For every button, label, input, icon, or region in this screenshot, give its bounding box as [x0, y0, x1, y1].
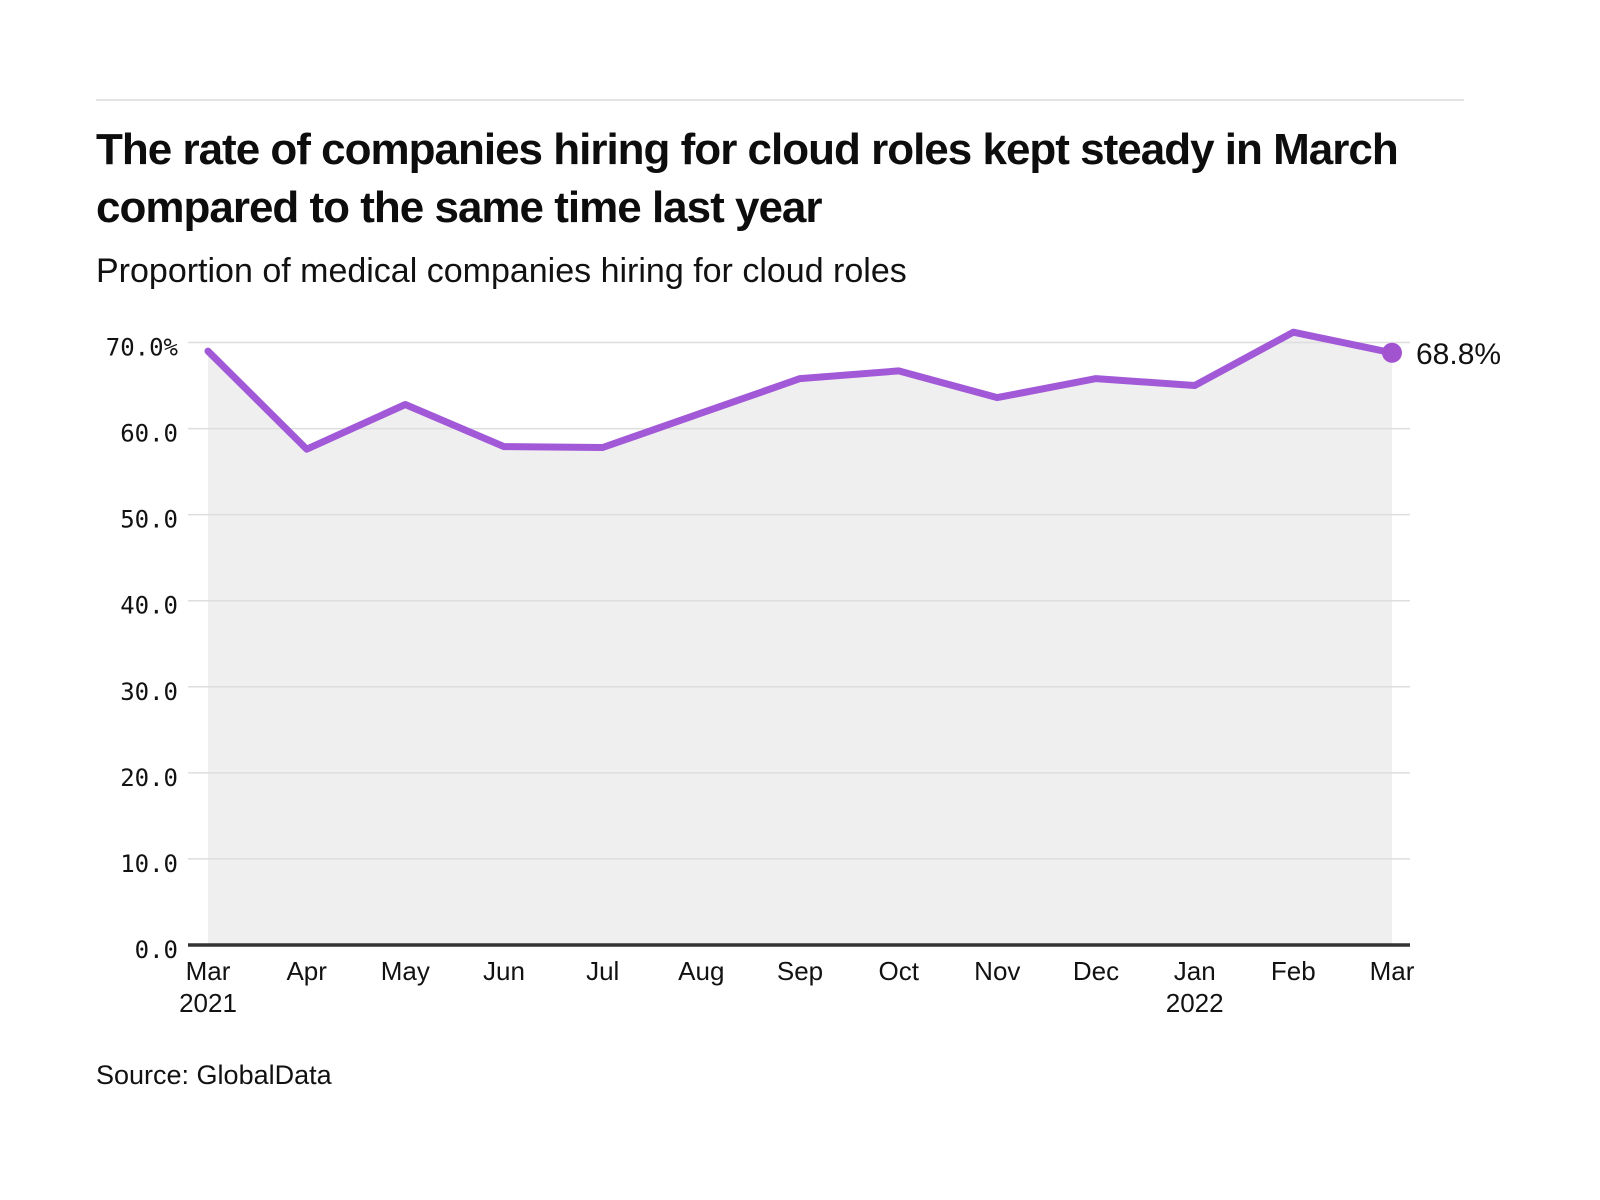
y-tick-label: 40.0 [120, 592, 178, 620]
data-line [204, 328, 1396, 453]
x-tick-year-label: 2022 [1166, 988, 1224, 1018]
area-fill [208, 332, 1392, 945]
chart-subtitle: Proportion of medical companies hiring f… [96, 252, 907, 290]
x-tick-label: Apr [286, 956, 327, 986]
chart-headline: The rate of companies hiring for cloud r… [96, 125, 1399, 233]
x-tick-label: Mar [1370, 956, 1415, 986]
y-tick-label: 50.0 [120, 506, 178, 534]
y-tick-label: 70.0% [106, 334, 179, 362]
x-tick-label: Dec [1073, 956, 1119, 986]
x-tick-label: Sep [777, 956, 823, 986]
x-tick-label: Mar [186, 956, 231, 986]
x-tick-label: Jun [483, 956, 525, 986]
x-tick-label: May [381, 956, 430, 986]
x-tick-label: Jul [586, 956, 619, 986]
x-tick-year-label: 2021 [179, 988, 237, 1018]
end-value-label: 68.8% [1416, 338, 1501, 371]
y-tick-label: 60.0 [120, 420, 178, 448]
x-tick-label: Nov [974, 956, 1020, 986]
end-point-dot [1382, 342, 1402, 363]
x-tick-label: Oct [878, 956, 919, 986]
y-tick-label: 10.0 [120, 850, 178, 878]
source-note: Source: GlobalData [96, 1060, 332, 1090]
y-tick-label: 30.0 [120, 678, 178, 706]
x-tick-label: Feb [1271, 956, 1316, 986]
x-tick-label: Aug [678, 956, 724, 986]
top-divider-rule [96, 99, 1464, 101]
y-tick-label: 0.0 [135, 936, 178, 964]
x-tick-label: Jan [1174, 956, 1216, 986]
y-tick-label: 20.0 [120, 764, 178, 792]
